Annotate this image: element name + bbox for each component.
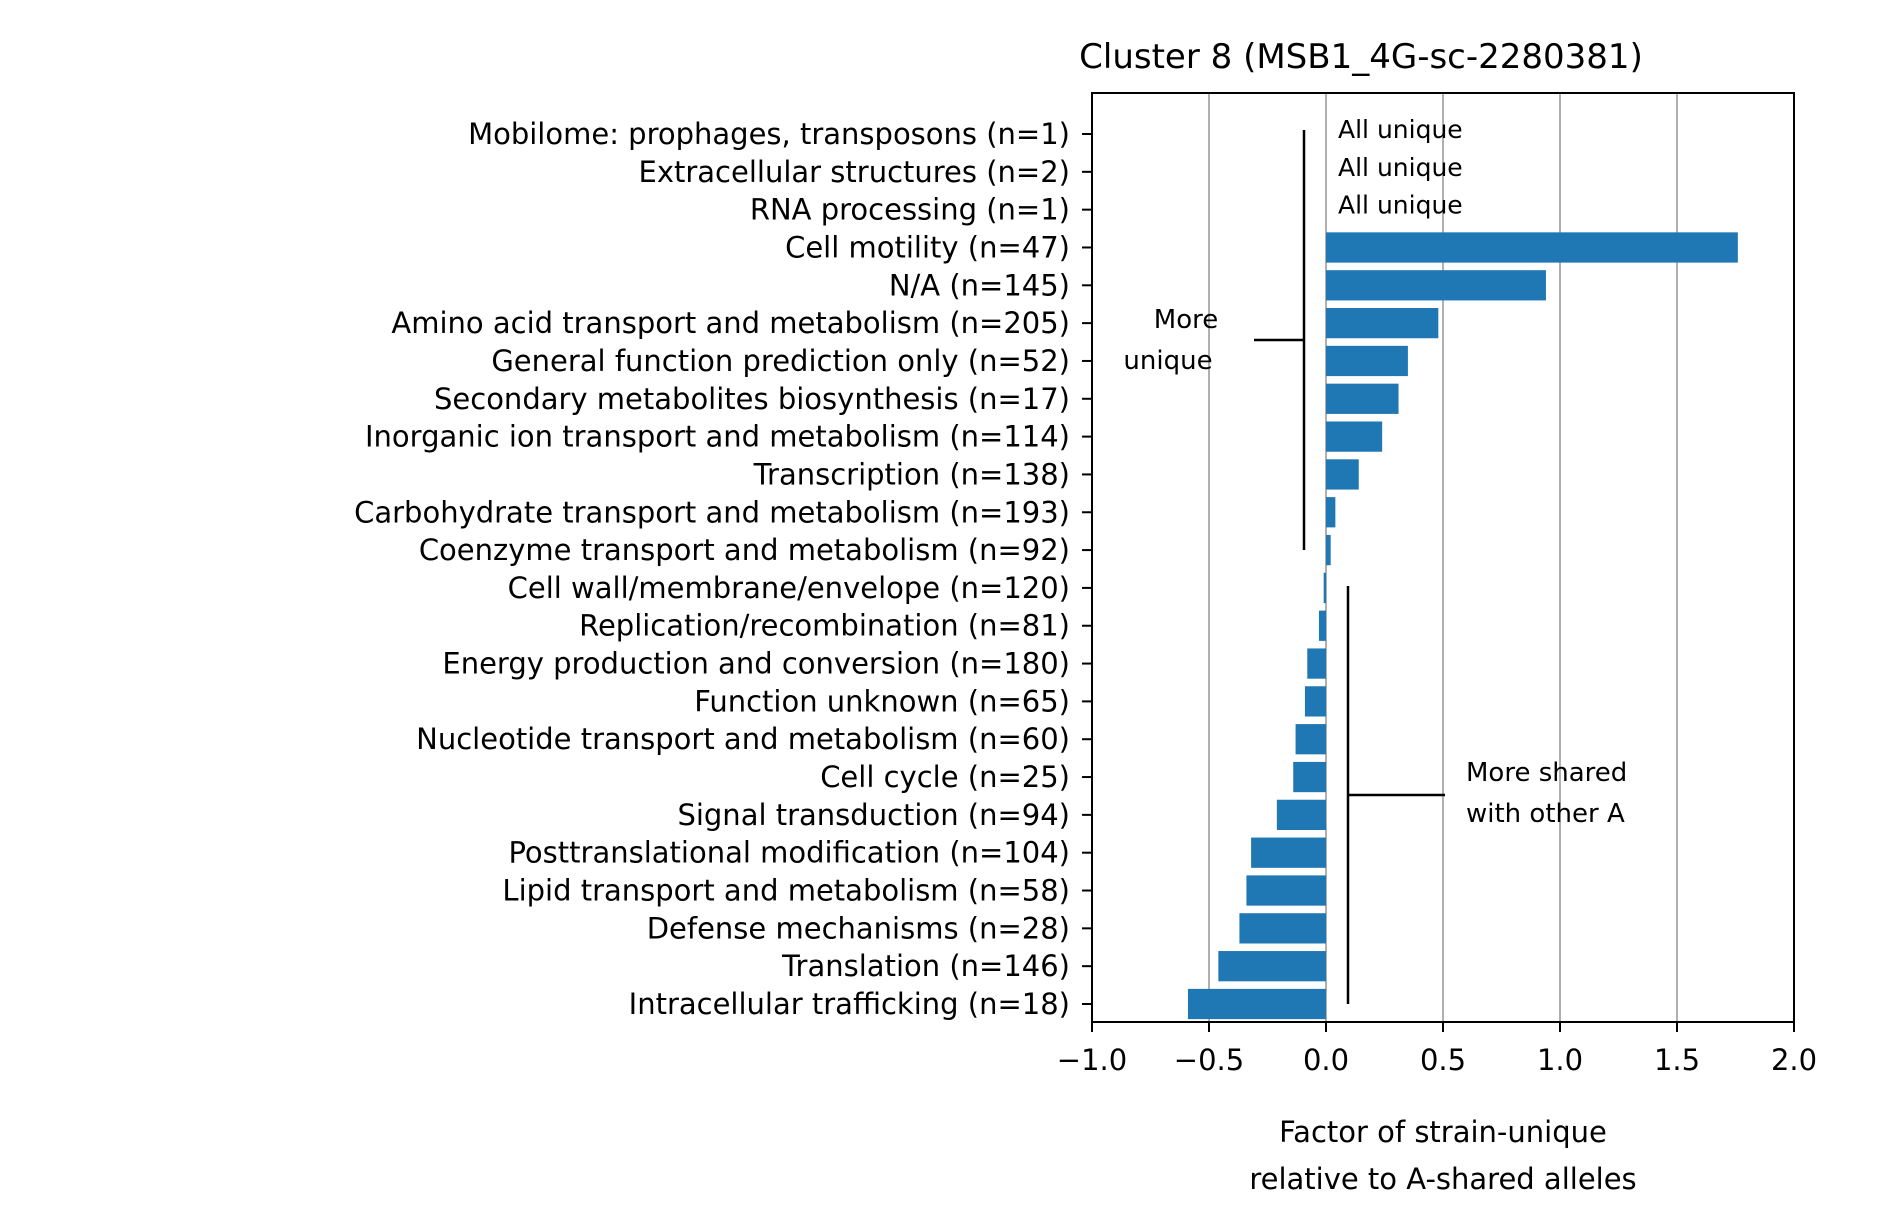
- bar: [1326, 497, 1336, 528]
- y-tick-label: Replication/recombination (n=81): [579, 609, 1070, 643]
- y-tick-label: Coenzyme transport and metabolism (n=92): [419, 533, 1070, 567]
- bar: [1326, 534, 1331, 566]
- bar: [1318, 610, 1326, 641]
- y-tick-label: Amino acid transport and metabolism (n=2…: [391, 306, 1070, 340]
- bar: [1326, 232, 1738, 263]
- bar: [1307, 648, 1326, 679]
- y-tick-label: RNA processing (n=1): [750, 193, 1070, 227]
- y-tick-label: Posttranslational modification (n=104): [508, 836, 1070, 870]
- x-axis-label-line2: relative to A-shared alleles: [1249, 1162, 1636, 1196]
- more-unique-label-line1: More: [1154, 305, 1218, 335]
- y-tick-label: Energy production and conversion (n=180): [442, 647, 1070, 681]
- x-tick-label: −0.5: [1174, 1043, 1244, 1077]
- y-tick-label: Extracellular structures (n=2): [639, 155, 1071, 189]
- y-tick-label: Intracellular trafficking (n=18): [629, 987, 1070, 1021]
- x-axis-label-line1: Factor of strain-unique: [1279, 1115, 1607, 1149]
- x-axis: −1.0 −0.5 0.0 0.5 1.0 1.5 2.0: [1057, 1022, 1817, 1077]
- x-tick-label: 2.0: [1771, 1043, 1817, 1077]
- y-tick-label: Cell motility (n=47): [785, 230, 1070, 264]
- y-tick-label: Cell cycle (n=25): [820, 760, 1070, 794]
- bar: [1326, 421, 1383, 452]
- bar: [1276, 799, 1326, 830]
- y-tick-label: Function unknown (n=65): [694, 684, 1070, 718]
- y-tick-label: N/A (n=145): [889, 268, 1070, 302]
- bar: [1246, 875, 1326, 906]
- y-tick-label: Mobilome: prophages, transposons (n=1): [468, 117, 1070, 151]
- x-tick-label: 1.0: [1537, 1043, 1583, 1077]
- more-unique-label-line2: unique: [1123, 346, 1212, 376]
- x-tick-label: 1.5: [1654, 1043, 1700, 1077]
- bar: [1326, 308, 1439, 339]
- y-tick-label: Transcription (n=138): [753, 457, 1070, 491]
- x-tick-label: −1.0: [1057, 1043, 1127, 1077]
- bar: [1187, 988, 1326, 1020]
- bars: All unique All unique All unique: [1187, 115, 1738, 1020]
- bar-note-label: All unique: [1338, 191, 1463, 220]
- bar: [1251, 837, 1326, 868]
- bar: [1295, 724, 1326, 755]
- y-tick-label: Secondary metabolites biosynthesis (n=17…: [434, 382, 1070, 416]
- annotations: More unique More shared with other A: [1123, 130, 1627, 1004]
- bar: [1326, 383, 1399, 414]
- chart-title: Cluster 8 (MSB1_4G-sc-2280381): [1079, 37, 1643, 77]
- bar-note-label: All unique: [1338, 115, 1463, 144]
- x-tick-label: 0.0: [1303, 1043, 1349, 1077]
- bar: [1326, 459, 1359, 490]
- bar: [1304, 686, 1326, 717]
- bar: [1323, 572, 1326, 604]
- bar: [1218, 951, 1326, 982]
- y-tick-label: Translation (n=146): [781, 949, 1070, 983]
- x-tick-label: 0.5: [1420, 1043, 1466, 1077]
- bar: [1293, 761, 1326, 793]
- more-shared-label-line1: More shared: [1466, 758, 1627, 788]
- y-tick-label: General function prediction only (n=52): [491, 344, 1070, 378]
- bar: [1239, 913, 1326, 944]
- y-tick-label: Signal transduction (n=94): [677, 798, 1070, 832]
- bar-note-label: All unique: [1338, 153, 1463, 182]
- y-tick-label: Defense mechanisms (n=28): [647, 911, 1070, 945]
- y-tick-label: Nucleotide transport and metabolism (n=6…: [416, 722, 1070, 756]
- bar: [1326, 270, 1546, 301]
- y-tick-label: Inorganic ion transport and metabolism (…: [365, 420, 1070, 454]
- bar: [1326, 345, 1408, 377]
- y-tick-label: Cell wall/membrane/envelope (n=120): [508, 571, 1070, 605]
- y-tick-label: Lipid transport and metabolism (n=58): [502, 874, 1070, 908]
- y-axis: Mobilome: prophages, transposons (n=1) Ex…: [354, 117, 1092, 1021]
- more-shared-label-line2: with other A: [1466, 799, 1625, 829]
- y-tick-label: Carbohydrate transport and metabolism (n…: [354, 495, 1070, 529]
